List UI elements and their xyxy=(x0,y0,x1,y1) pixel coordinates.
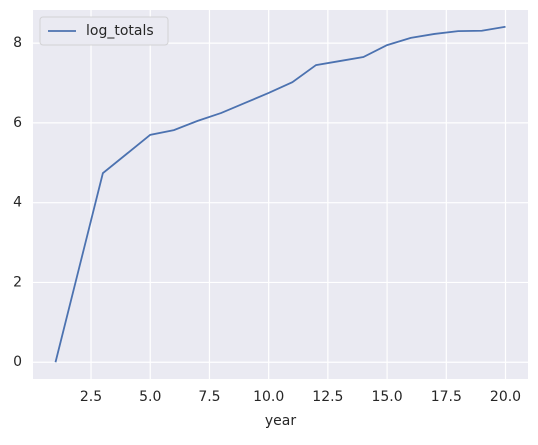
legend-box xyxy=(39,16,169,46)
legend-label: log_totals xyxy=(86,23,154,39)
x-tick-label: 17.5 xyxy=(431,389,462,405)
x-tick-label: 15.0 xyxy=(371,389,402,405)
data-line xyxy=(54,25,506,363)
x-tick-label: 2.5 xyxy=(80,389,102,405)
y-tick-label: 0 xyxy=(13,354,22,370)
x-tick-label: 10.0 xyxy=(253,389,284,405)
y-tick-label: 6 xyxy=(13,115,22,131)
x-tick-label: 5.0 xyxy=(139,389,161,405)
x-tick-label: 7.5 xyxy=(198,389,220,405)
x-tick-label: 12.5 xyxy=(312,389,343,405)
x-tick-label: 20.0 xyxy=(490,389,521,405)
y-tick-label: 8 xyxy=(13,35,22,51)
y-tick-label: 4 xyxy=(13,195,22,211)
y-tick-label: 2 xyxy=(13,274,22,290)
x-axis-label: year xyxy=(265,413,296,429)
plot-area xyxy=(33,10,528,379)
